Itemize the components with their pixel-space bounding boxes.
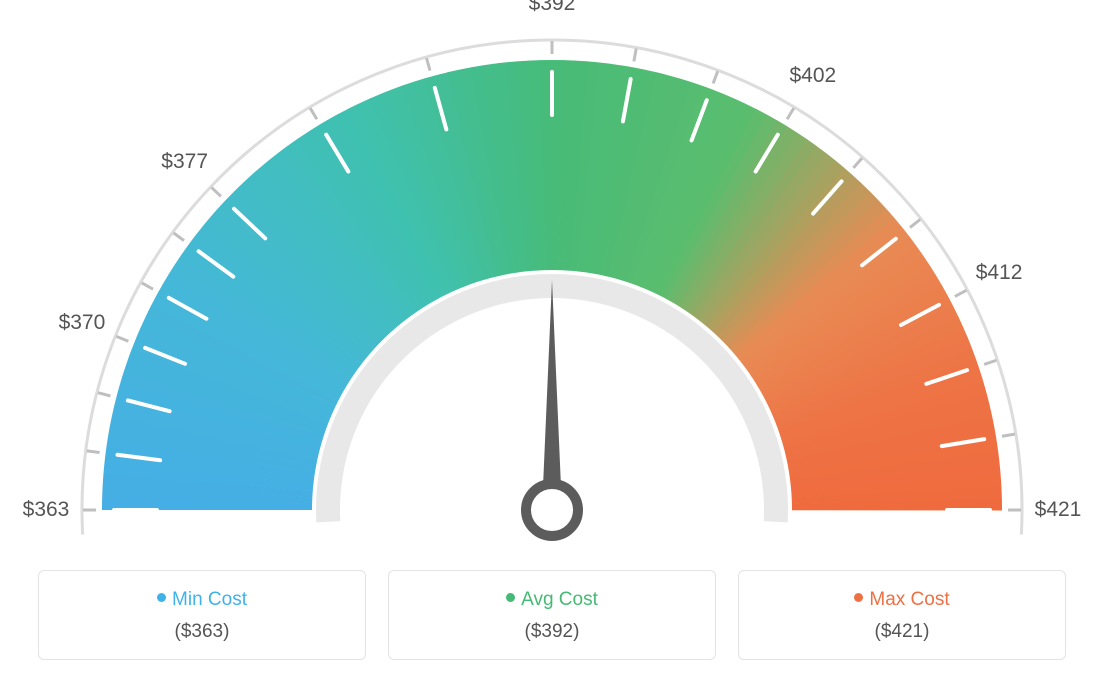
legend-title-avg: Avg Cost xyxy=(399,589,705,611)
legend-dot-max xyxy=(854,593,863,602)
gauge-tick-label: $363 xyxy=(23,498,70,522)
legend-title-min-text: Min Cost xyxy=(172,589,247,610)
legend-title-max: Max Cost xyxy=(749,589,1055,611)
legend-card-max: Max Cost ($421) xyxy=(738,570,1066,660)
legend-row: Min Cost ($363) Avg Cost ($392) Max Cost… xyxy=(38,570,1066,660)
legend-card-avg: Avg Cost ($392) xyxy=(388,570,716,660)
legend-title-max-text: Max Cost xyxy=(869,589,949,610)
gauge-tick-label: $421 xyxy=(1035,498,1082,522)
legend-title-avg-text: Avg Cost xyxy=(521,589,598,610)
gauge-tick-label: $377 xyxy=(161,150,208,174)
gauge-tick-label: $370 xyxy=(59,311,106,335)
legend-card-min: Min Cost ($363) xyxy=(38,570,366,660)
legend-value-min: ($363) xyxy=(49,621,355,643)
legend-dot-avg xyxy=(506,593,515,602)
cost-gauge: $363 $370 $377 $392 $402 $412 $421 xyxy=(0,0,1104,560)
legend-dot-min xyxy=(157,593,166,602)
gauge-tick-label: $402 xyxy=(790,64,837,88)
gauge-tick-label: $412 xyxy=(976,261,1023,285)
legend-title-min: Min Cost xyxy=(49,589,355,611)
legend-value-max: ($421) xyxy=(749,621,1055,643)
gauge-svg xyxy=(0,0,1104,560)
gauge-tick-label: $392 xyxy=(529,0,576,16)
legend-value-avg: ($392) xyxy=(399,621,705,643)
